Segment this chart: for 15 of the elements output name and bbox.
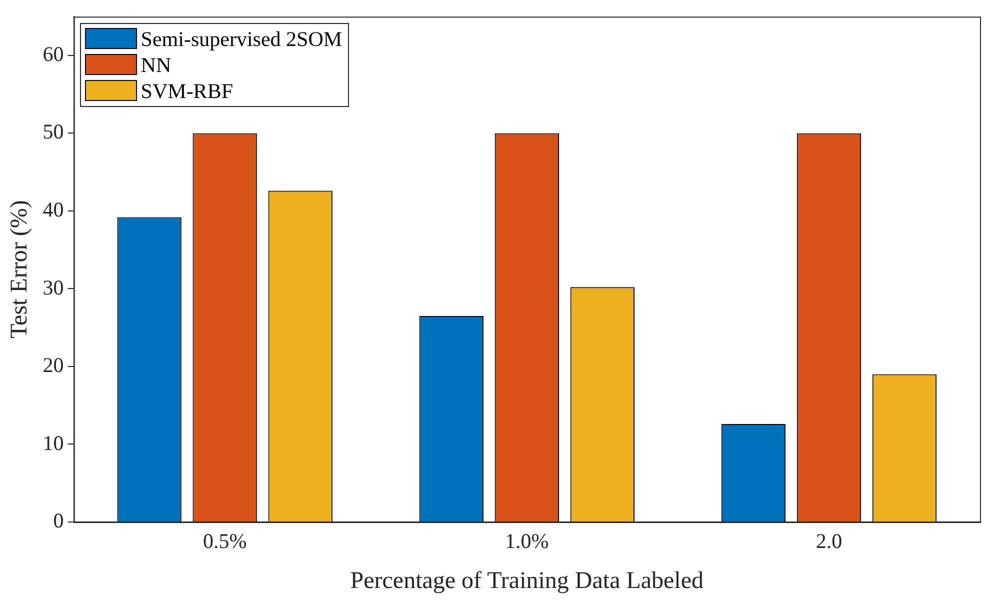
legend-label: SVM-RBF xyxy=(140,78,233,104)
y-tick-label: 10 xyxy=(42,430,64,455)
y-tick-label: 60 xyxy=(42,42,64,66)
legend-label: Semi-supervised 2SOM xyxy=(140,26,342,52)
y-axis-title: Test Error (%) xyxy=(6,200,33,338)
y-tick-label: 40 xyxy=(42,198,64,222)
y-tick-label: 30 xyxy=(42,275,64,300)
x-tick-label: 0.5% xyxy=(202,529,247,554)
y-tick-label: 0 xyxy=(53,508,64,533)
legend-label: NN xyxy=(140,52,172,78)
x-tick-label: 1.0% xyxy=(505,529,549,554)
y-tick-label: 50 xyxy=(42,120,64,144)
y-tick-label: 20 xyxy=(42,353,64,378)
x-tick-label: 2.0 xyxy=(816,529,842,554)
x-axis-title: Percentage of Training Data Labeled xyxy=(350,568,704,594)
